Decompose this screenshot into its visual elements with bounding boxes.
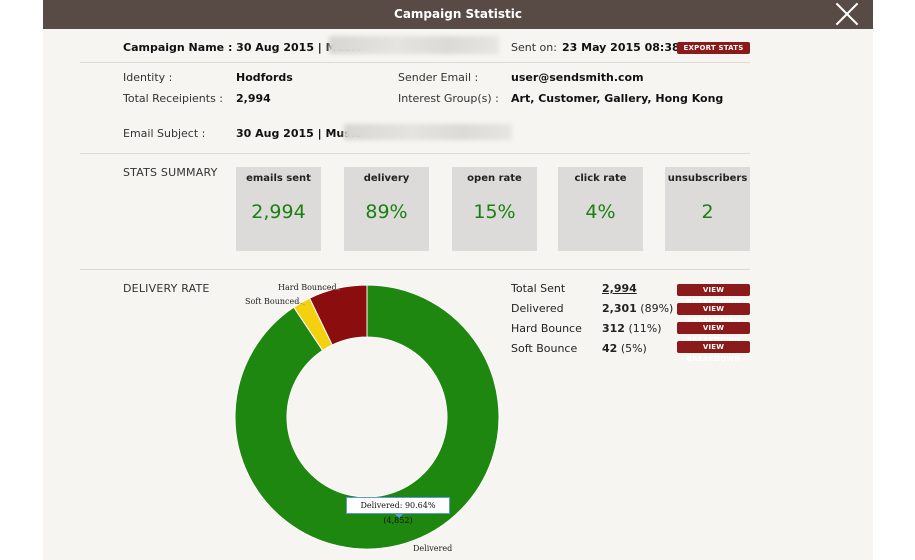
stat-value: 2,994 (251, 201, 306, 223)
identity-value: Hodfords (236, 71, 293, 84)
stat-label: click rate (574, 173, 627, 184)
stat-card-delivery: delivery 89% (344, 167, 429, 251)
campaign-name: Campaign Name : 30 Aug 2015 | Music (123, 41, 362, 54)
view-breakdown-button[interactable]: VIEW BREAKDOWN (677, 284, 750, 306)
total-sent-value[interactable]: 2,994 (602, 282, 637, 295)
donut-slice-delivered[interactable] (234, 284, 500, 550)
slice-label: Delivered (413, 544, 452, 553)
delivery-row-total-sent: Total Sent (511, 282, 565, 295)
stat-card-click-rate: click rate 4% (558, 167, 643, 251)
stat-card-emails-sent: emails sent 2,994 (236, 167, 321, 251)
stat-label: unsubscribers (667, 173, 748, 184)
view-breakdown-button[interactable]: VIEW BREAKDOWN (677, 341, 750, 363)
sent-on-label: Sent on: (511, 41, 557, 54)
email-subject-label: Email Subject : (123, 127, 206, 140)
total-recipients-label: Total Receipients : (123, 92, 223, 105)
export-stats-button[interactable]: EXPORT STATS (677, 42, 750, 54)
sender-email-label: Sender Email : (398, 71, 479, 84)
interest-groups-label: Interest Group(s) : (398, 92, 499, 105)
row-percent: (11%) (628, 322, 662, 335)
row-value: 312 (602, 322, 625, 335)
sender-email-value: user@sendsmith.com (511, 71, 644, 84)
stat-card-open-rate: open rate 15% (452, 167, 537, 251)
view-breakdown-button[interactable]: VIEW BREAKDOWN (677, 322, 750, 344)
donut-slice-hard-bounced[interactable] (308, 284, 368, 346)
sent-on-value: 23 May 2015 08:38 (562, 41, 680, 54)
delivered-value: 2,301 (89%) (602, 302, 673, 315)
stat-label: emails sent (246, 173, 311, 184)
stat-value: 15% (473, 201, 516, 223)
row-label: Soft Bounce (511, 342, 578, 355)
delivery-row-soft-bounce: Soft Bounce (511, 342, 577, 355)
slice-label: Soft Bounced (245, 297, 299, 306)
hard-bounce-value: 312 (11%) (602, 322, 662, 335)
row-value: 42 (602, 342, 618, 355)
email-subject-value: 30 Aug 2015 | Music (236, 127, 362, 140)
interest-groups-value: Art, Customer, Gallery, Hong Kong (511, 92, 724, 105)
stat-value: 89% (365, 201, 408, 223)
modal-title: Campaign Statistic (43, 0, 873, 29)
row-label: Delivered (511, 302, 564, 315)
divider (80, 153, 750, 154)
stats-summary-title: STATS SUMMARY (123, 166, 218, 179)
stat-label: open rate (467, 173, 522, 184)
delivery-rate-title: DELIVERY RATE (123, 282, 210, 295)
row-value: 2,301 (602, 302, 637, 315)
delivery-row-hard-bounce: Hard Bounce (511, 322, 582, 335)
soft-bounce-value: 42 (5%) (602, 342, 647, 355)
slice-label: Hard Bounced (278, 283, 337, 292)
divider (80, 62, 750, 63)
row-label: Hard Bounce (511, 322, 582, 335)
stat-label: delivery (363, 173, 410, 184)
stat-value: 4% (585, 201, 616, 223)
total-recipients-value: 2,994 (236, 92, 271, 105)
row-percent: (89%) (640, 302, 674, 315)
redacted-email-subject (344, 124, 512, 140)
redacted-campaign-name (329, 36, 499, 54)
identity-label: Identity : (123, 71, 173, 84)
label-leader-line (321, 287, 341, 291)
stat-card-unsubscribers: unsubscribers 2 (665, 167, 750, 251)
row-label: Total Sent (511, 282, 566, 295)
row-percent: (5%) (620, 342, 647, 355)
view-breakdown-button[interactable]: VIEW BREAKDOWN (677, 303, 750, 325)
chart-tooltip: Delivered: 90.64% (4,852) (346, 497, 450, 525)
divider (80, 269, 750, 270)
stat-value: 2 (701, 201, 714, 223)
delivery-row-delivered: Delivered (511, 302, 564, 315)
label-leader-line (294, 300, 306, 306)
